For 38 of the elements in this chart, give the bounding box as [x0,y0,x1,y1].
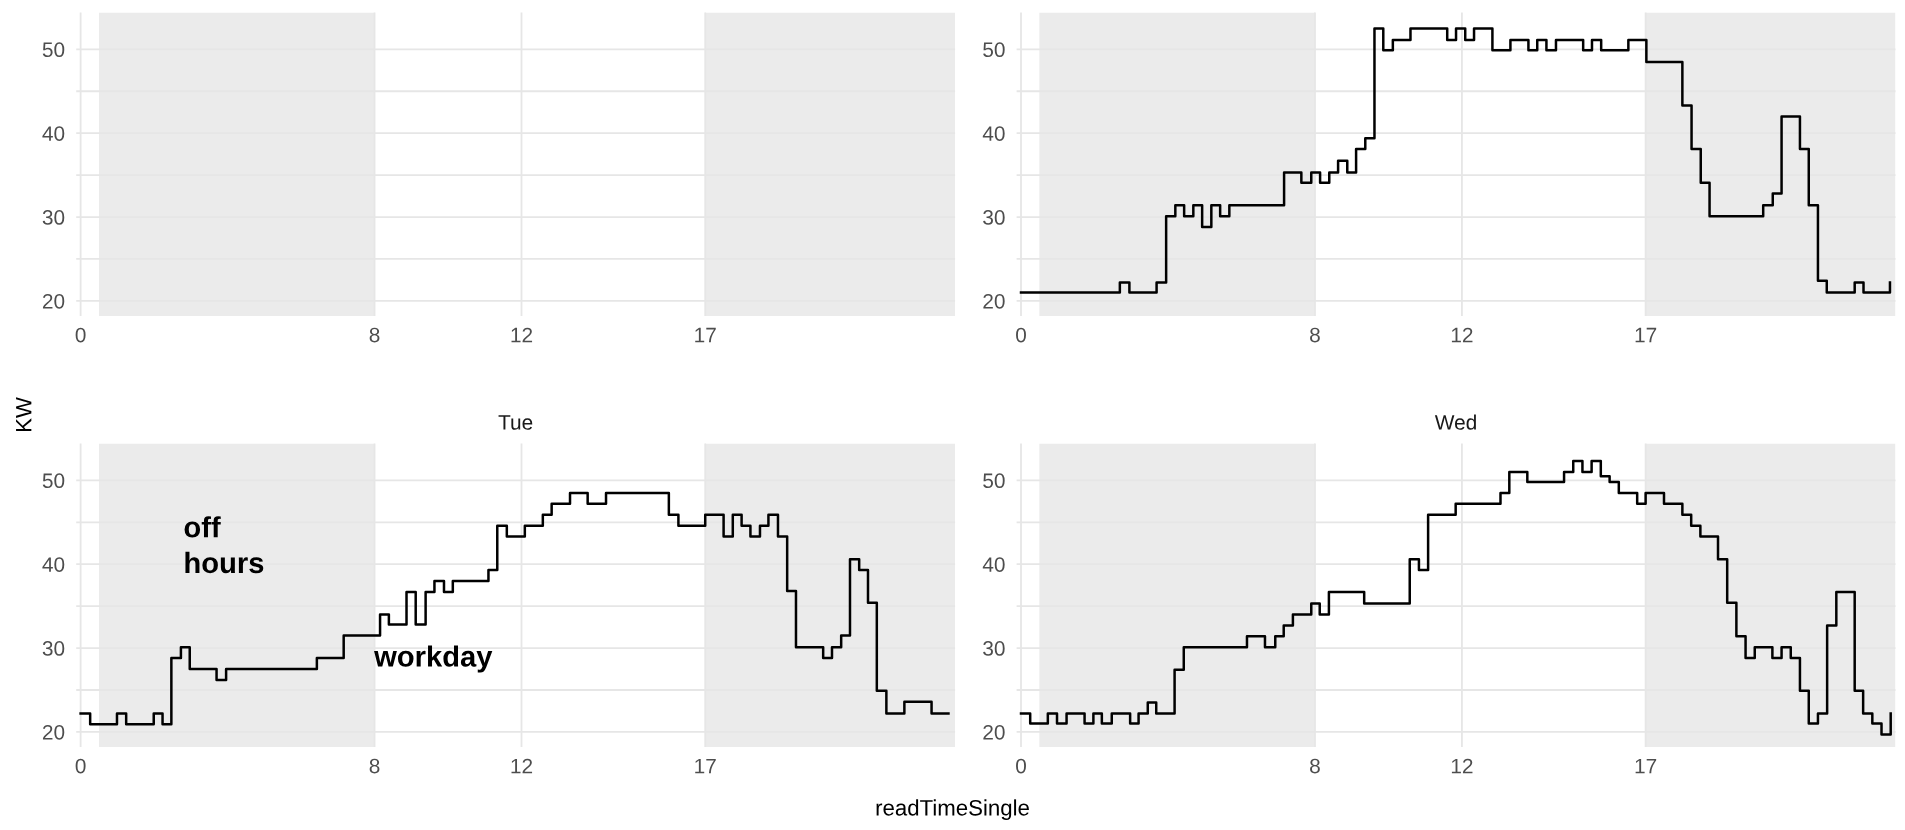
x-tick-label: 12 [511,758,533,774]
x-tick-label: 0 [1016,327,1026,343]
x-tick-label: 8 [369,758,380,774]
y-tick-label: 30 [983,641,1005,656]
y-tick-label: 20 [42,724,65,740]
y-tick-label: 20 [983,293,1005,309]
y-tick-label: 40 [42,557,65,572]
x-tick-label: 0 [75,327,86,343]
x-tick-label: 17 [1635,758,1657,774]
x-tick-label: 17 [1635,327,1657,343]
x-tick-label: 0 [75,758,86,774]
chart-title: Tue [498,415,533,430]
y-tick-label: 50 [983,42,1005,58]
y-tick-label: 30 [42,641,65,656]
x-tick-label: 8 [1310,758,1320,774]
x-tick-label: 12 [1451,758,1473,774]
y-tick-label: 30 [983,210,1005,225]
x-tick-label: 0 [1016,758,1026,774]
chart-title: Wed [1434,414,1476,430]
annotation: off hours [184,516,264,574]
y-tick-label: 50 [42,42,65,58]
y-axis-title: KW [16,397,32,432]
y-tick-label: 40 [42,126,65,141]
x-axis-title: readTimeSingle [876,799,1029,821]
y-tick-label: 20 [983,724,1005,740]
y-tick-label: 30 [42,210,65,225]
x-tick-label: 12 [1451,327,1473,343]
x-tick-label: 8 [369,327,380,343]
y-tick-label: 50 [42,473,65,489]
x-tick-label: 17 [695,327,716,343]
x-tick-label: 17 [695,758,716,774]
y-tick-label: 20 [42,293,65,309]
annotation: workday [374,645,493,673]
x-tick-label: 8 [1310,327,1320,343]
y-tick-label: 40 [982,557,1005,572]
x-tick-label: 12 [511,327,533,343]
y-tick-label: 40 [982,126,1005,141]
y-tick-label: 50 [983,473,1005,489]
